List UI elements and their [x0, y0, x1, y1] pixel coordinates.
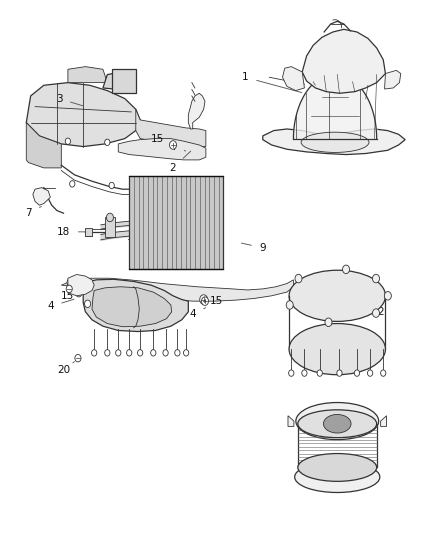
Polygon shape — [288, 416, 294, 426]
Text: 15: 15 — [206, 296, 223, 306]
Bar — [85, 228, 92, 236]
Ellipse shape — [301, 132, 369, 152]
Polygon shape — [136, 109, 206, 147]
Ellipse shape — [323, 415, 351, 433]
Circle shape — [170, 141, 177, 149]
Text: 11: 11 — [131, 211, 145, 229]
Polygon shape — [26, 123, 61, 168]
Text: 4: 4 — [170, 142, 186, 151]
Ellipse shape — [298, 410, 377, 438]
Circle shape — [76, 289, 82, 297]
Polygon shape — [61, 278, 293, 301]
Circle shape — [70, 181, 75, 187]
Polygon shape — [263, 129, 405, 155]
Ellipse shape — [289, 270, 385, 321]
Circle shape — [106, 213, 113, 222]
Text: 20: 20 — [57, 361, 74, 375]
Bar — [112, 69, 136, 93]
Circle shape — [163, 350, 168, 356]
Polygon shape — [68, 67, 107, 83]
Circle shape — [343, 265, 350, 273]
Bar — [129, 176, 223, 269]
Polygon shape — [118, 139, 206, 160]
Polygon shape — [283, 67, 304, 91]
Circle shape — [66, 285, 72, 293]
Ellipse shape — [295, 462, 380, 492]
Text: 5: 5 — [312, 469, 325, 487]
Polygon shape — [33, 188, 50, 205]
Polygon shape — [302, 29, 385, 93]
Text: 15: 15 — [151, 134, 173, 146]
Circle shape — [367, 370, 373, 376]
Text: 4: 4 — [47, 300, 74, 311]
Circle shape — [105, 139, 110, 146]
Circle shape — [317, 370, 322, 376]
Circle shape — [105, 350, 110, 356]
Circle shape — [92, 350, 97, 356]
Circle shape — [75, 354, 81, 362]
Text: 15: 15 — [61, 291, 74, 301]
Circle shape — [372, 309, 379, 317]
Circle shape — [289, 370, 294, 376]
Circle shape — [385, 292, 392, 300]
Circle shape — [200, 295, 208, 304]
Text: 17: 17 — [127, 232, 140, 242]
Polygon shape — [103, 72, 129, 91]
Circle shape — [127, 350, 132, 356]
Ellipse shape — [289, 324, 385, 375]
Ellipse shape — [298, 454, 377, 481]
Circle shape — [295, 274, 302, 283]
Circle shape — [302, 370, 307, 376]
Text: 9: 9 — [241, 243, 266, 253]
Circle shape — [337, 370, 342, 376]
Circle shape — [67, 279, 73, 286]
Polygon shape — [92, 287, 172, 327]
Text: 18: 18 — [57, 227, 92, 237]
Polygon shape — [83, 279, 188, 332]
Circle shape — [151, 350, 156, 356]
Circle shape — [85, 300, 91, 308]
Polygon shape — [188, 93, 205, 129]
Circle shape — [201, 297, 208, 305]
Polygon shape — [26, 83, 140, 147]
Ellipse shape — [296, 402, 378, 440]
Circle shape — [175, 350, 180, 356]
Circle shape — [138, 350, 143, 356]
Circle shape — [354, 370, 360, 376]
Circle shape — [184, 350, 189, 356]
Text: 7: 7 — [25, 206, 41, 218]
Text: 2: 2 — [370, 301, 385, 317]
Polygon shape — [68, 274, 94, 296]
Bar — [105, 217, 115, 237]
Polygon shape — [385, 70, 401, 89]
Polygon shape — [381, 416, 387, 426]
Text: 1: 1 — [242, 72, 302, 93]
Circle shape — [65, 138, 71, 144]
Text: 2: 2 — [170, 151, 191, 173]
Circle shape — [116, 350, 121, 356]
Circle shape — [286, 301, 293, 309]
Circle shape — [109, 182, 114, 189]
Circle shape — [372, 274, 379, 283]
Circle shape — [325, 318, 332, 327]
Text: 3: 3 — [56, 94, 83, 106]
Circle shape — [381, 370, 386, 376]
Text: 4: 4 — [189, 308, 205, 319]
